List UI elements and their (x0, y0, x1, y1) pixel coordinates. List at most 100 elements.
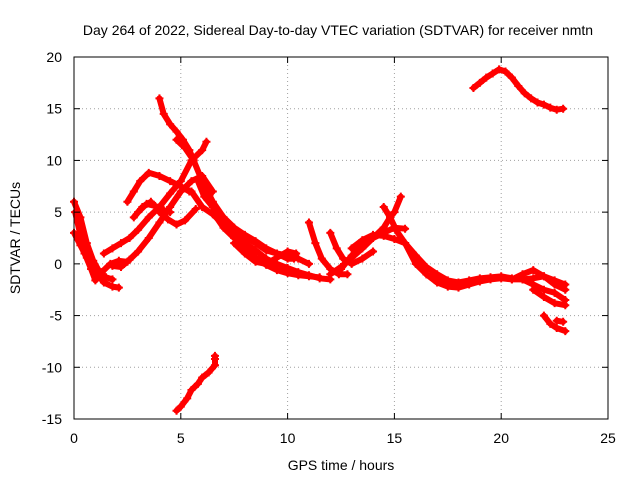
data-point (390, 235, 399, 244)
data-point (91, 276, 100, 285)
data-point (514, 81, 523, 90)
series-s10 (129, 197, 155, 222)
data-point (108, 261, 117, 270)
data-point (507, 73, 516, 82)
data-point (172, 406, 181, 415)
series-s17 (304, 218, 352, 279)
data-point (193, 177, 202, 186)
data-point (539, 285, 548, 294)
data-point (134, 225, 143, 234)
data-point (561, 327, 570, 336)
data-point (529, 285, 538, 294)
data-point (533, 98, 542, 107)
axis-ticks: 0 5 10 15 20 25 -15 -10 -5 0 5 10 15 20 (42, 49, 616, 446)
data-point (552, 105, 561, 114)
data-point (108, 282, 117, 291)
data-point (193, 379, 202, 388)
data-point (294, 271, 303, 280)
data-point (108, 275, 117, 284)
data-point (144, 234, 153, 242)
data-point (129, 213, 138, 222)
data-point (138, 202, 147, 211)
data-point (80, 249, 89, 258)
data-point (155, 218, 164, 227)
data-point (488, 69, 497, 78)
data-point (559, 317, 568, 326)
data-point (251, 257, 260, 266)
data-point (317, 254, 326, 263)
data-point (539, 272, 548, 281)
data-point (422, 262, 431, 271)
data-point (561, 301, 570, 310)
y-tick-label: -15 (42, 411, 62, 427)
data-point (343, 270, 352, 279)
data-point (433, 270, 442, 279)
data-point (230, 239, 239, 248)
data-point (422, 270, 431, 279)
data-point (144, 168, 153, 177)
data-point (262, 244, 271, 253)
data-point (123, 197, 132, 206)
x-tick-label: 25 (600, 430, 616, 446)
data-point (272, 266, 281, 275)
data-point (176, 182, 185, 191)
y-tick-label: 5 (54, 204, 62, 220)
data-point (392, 226, 401, 235)
data-point (159, 109, 168, 118)
data-point (379, 231, 388, 240)
data-point (358, 254, 367, 263)
data-point (159, 206, 168, 215)
data-point (272, 253, 281, 262)
data-point (283, 247, 292, 256)
data-point (475, 78, 484, 87)
chart-title: Day 264 of 2022, Sidereal Day-to-day VTE… (83, 22, 593, 38)
data-point (561, 285, 570, 294)
data-point (475, 274, 484, 283)
data-point (454, 278, 463, 287)
y-tick-label: 0 (54, 256, 62, 272)
data-point (539, 100, 548, 109)
data-point (283, 269, 292, 278)
data-point (230, 223, 239, 232)
data-point (292, 249, 301, 258)
data-point (411, 259, 420, 268)
x-tick-label: 0 (70, 430, 78, 446)
data-point (304, 272, 313, 281)
data-point (166, 189, 175, 198)
data-point (465, 276, 474, 285)
data-point (136, 177, 145, 186)
y-axis-label: SDTVAR / TECUs (7, 182, 23, 294)
data-point (151, 201, 160, 210)
data-point (315, 273, 324, 282)
data-point (326, 270, 335, 279)
y-tick-label: 20 (46, 49, 62, 65)
data-point (208, 208, 217, 217)
data-point (187, 386, 196, 395)
data-point (116, 239, 125, 248)
data-point (114, 283, 123, 292)
data-point (240, 230, 249, 239)
data-point (401, 239, 410, 248)
data-point (219, 223, 228, 232)
data-point (187, 187, 196, 196)
x-tick-label: 20 (493, 430, 509, 446)
plot-frame (73, 56, 609, 420)
x-tick-label: 10 (280, 430, 296, 446)
y-tick-label: -10 (42, 359, 62, 375)
data-point (332, 244, 341, 253)
data-point (443, 276, 452, 285)
series-trace (540, 312, 569, 335)
series-s24 (507, 266, 570, 294)
data-point (294, 254, 303, 263)
x-axis-label: GPS time / hours (288, 457, 395, 473)
data-point (155, 94, 164, 103)
data-series (70, 65, 570, 415)
data-point (396, 192, 405, 201)
data-point (559, 104, 568, 113)
data-point (172, 135, 181, 144)
data-point (501, 67, 510, 76)
data-point (550, 280, 559, 289)
data-point (204, 368, 213, 377)
